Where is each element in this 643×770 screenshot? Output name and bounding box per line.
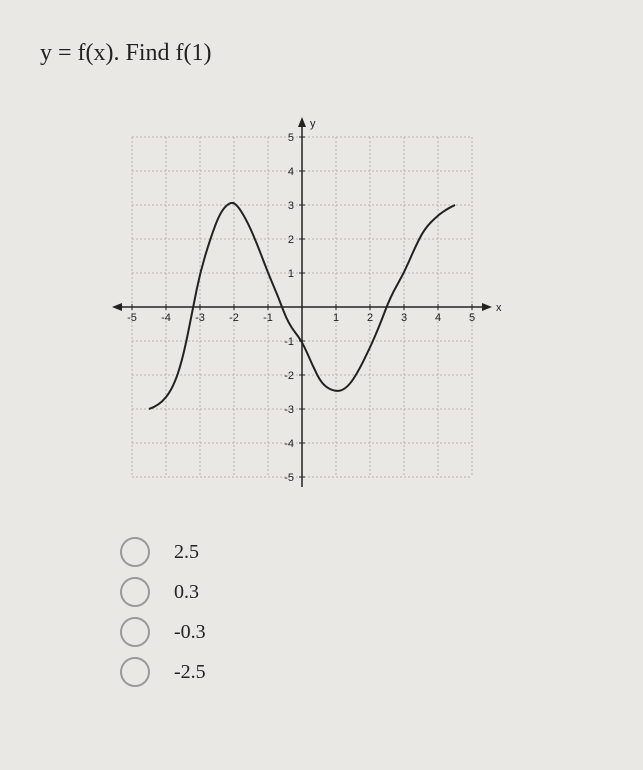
option-row[interactable]: 2.5	[120, 537, 603, 567]
radio-icon[interactable]	[120, 537, 150, 567]
option-label: 2.5	[174, 541, 199, 564]
svg-text:5: 5	[468, 312, 474, 324]
svg-text:1: 1	[332, 312, 338, 324]
graph-container: -5 -4 -3 -2 -1 1 2 3 4 5 -5 -4 -3 -2 -1 1 2 3 4 5 x y	[0, 107, 603, 507]
svg-text:2: 2	[287, 234, 293, 246]
svg-text:1: 1	[287, 268, 293, 280]
svg-text:-4: -4	[161, 312, 171, 324]
svg-text:-4: -4	[284, 438, 294, 450]
svg-text:-5: -5	[284, 472, 294, 484]
option-row[interactable]: 0.3	[120, 577, 603, 607]
svg-text:x: x	[496, 302, 502, 314]
question-prompt: y = f(x). Find f(1)	[40, 40, 603, 67]
option-label: -2.5	[174, 661, 206, 684]
option-label: 0.3	[174, 581, 199, 604]
svg-text:3: 3	[287, 200, 293, 212]
option-row[interactable]: -0.3	[120, 617, 603, 647]
svg-text:-2: -2	[284, 370, 294, 382]
svg-text:-3: -3	[284, 404, 294, 416]
option-label: -0.3	[174, 621, 206, 644]
svg-text:-2: -2	[229, 312, 239, 324]
svg-text:4: 4	[434, 312, 440, 324]
function-graph: -5 -4 -3 -2 -1 1 2 3 4 5 -5 -4 -3 -2 -1 1 2 3 4 5 x y	[92, 107, 512, 507]
svg-text:-1: -1	[284, 336, 294, 348]
radio-icon[interactable]	[120, 657, 150, 687]
radio-icon[interactable]	[120, 577, 150, 607]
svg-text:-5: -5	[127, 312, 137, 324]
svg-text:2: 2	[366, 312, 372, 324]
svg-text:4: 4	[287, 166, 293, 178]
svg-text:-1: -1	[263, 312, 273, 324]
svg-text:3: 3	[400, 312, 406, 324]
option-row[interactable]: -2.5	[120, 657, 603, 687]
svg-text:5: 5	[287, 132, 293, 144]
options-list: 2.5 0.3 -0.3 -2.5	[120, 537, 603, 687]
svg-text:y: y	[310, 118, 316, 130]
radio-icon[interactable]	[120, 617, 150, 647]
svg-text:-3: -3	[195, 312, 205, 324]
